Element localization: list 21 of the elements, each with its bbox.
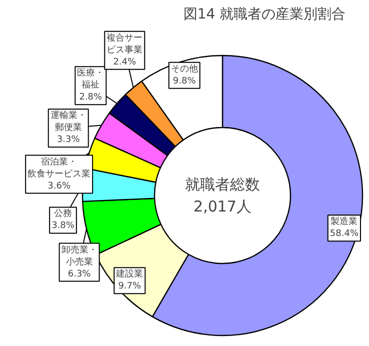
text: 2,017人 xyxy=(194,198,252,216)
chart-title: 図14 就職者の産業別割合 xyxy=(183,6,346,22)
data-label: 6.3% xyxy=(68,269,92,280)
slice-label: 複合サービス事業 xyxy=(106,32,143,56)
slice-label: 公務 xyxy=(54,208,72,220)
text: 就職者総数 xyxy=(185,176,260,194)
data-label: 3.3% xyxy=(56,135,80,146)
slice-label: 宿泊業・飲食サービス業 xyxy=(28,156,91,180)
slice-label: 卸売業・小売業 xyxy=(61,244,98,268)
slice-label: その他 xyxy=(170,63,198,74)
data-label: 2.4% xyxy=(113,57,137,68)
data-label: 3.6% xyxy=(48,181,71,192)
slice-label: 建設業 xyxy=(115,268,144,280)
data-label: 58.4% xyxy=(330,229,359,240)
slice-label: 製造業 xyxy=(330,216,358,228)
data-label: 3.8% xyxy=(52,221,75,232)
slice-label: 運輸業・郵便業 xyxy=(50,110,86,134)
data-label: 9.7% xyxy=(118,282,142,292)
data-label: 9.8% xyxy=(172,76,196,86)
slice-label: 医療・福祉 xyxy=(77,68,104,91)
data-label: 2.8% xyxy=(79,92,103,103)
